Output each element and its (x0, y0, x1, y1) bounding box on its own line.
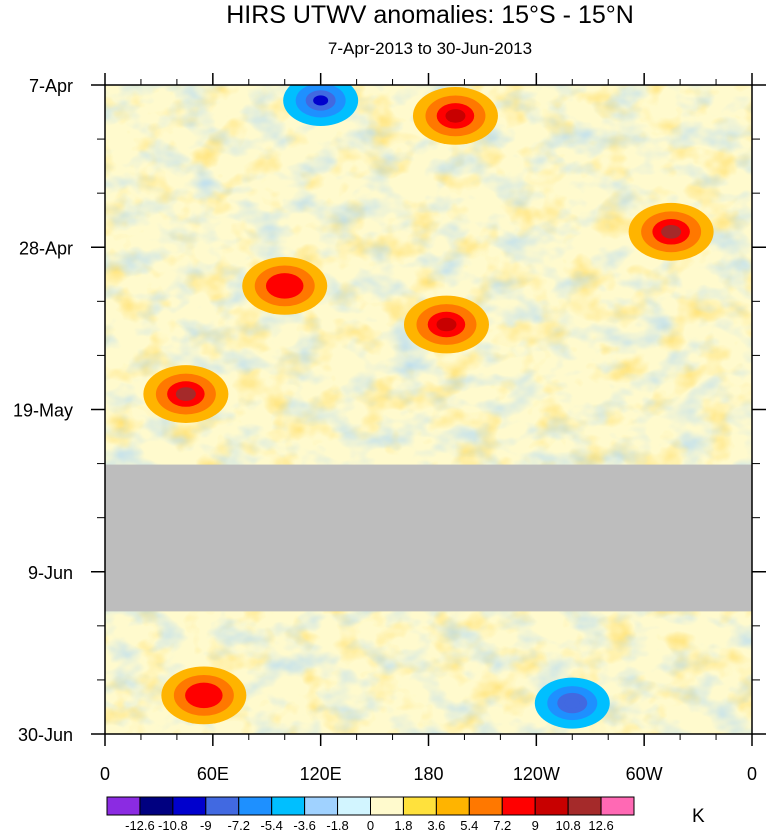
colorbar-label: 10.8 (555, 818, 580, 833)
anomaly-contour (564, 697, 580, 709)
anomaly-contour (436, 317, 457, 332)
chart-subtitle: 7-Apr-2013 to 30-Jun-2013 (327, 39, 533, 58)
missing-data-band (105, 464, 752, 612)
colorbar-label: -5.4 (260, 818, 282, 833)
chart-title: HIRS UTWV anomalies: 15°S - 15°N (226, 1, 634, 29)
colorbar-label: -10.8 (158, 818, 188, 833)
colorbar-swatch (370, 796, 404, 816)
y-tick-label: 28-Apr (19, 238, 73, 258)
anomaly-contour (193, 688, 214, 703)
anomaly-contour (661, 224, 682, 239)
anomaly-field (105, 85, 752, 734)
x-tick-label: 60E (197, 764, 229, 784)
colorbar-swatch (402, 796, 437, 816)
colorbar-swatch (172, 796, 207, 816)
y-tick-label: 30-Jun (18, 725, 73, 745)
colorbar-label: 5.4 (460, 818, 478, 833)
colorbar-swatch (534, 796, 569, 816)
y-tick-label: 7-Apr (29, 76, 73, 96)
colorbar-swatch (468, 796, 503, 816)
colorbar-swatch (205, 796, 240, 816)
colorbar-label: -3.6 (293, 818, 315, 833)
colorbar-label: 12.6 (588, 818, 613, 833)
colorbar-label: 0 (367, 818, 374, 833)
x-tick-label: 180 (413, 764, 443, 784)
x-tick-label: 0 (100, 764, 110, 784)
colorbar-label: 1.8 (394, 818, 412, 833)
colorbar-swatch (567, 796, 602, 816)
colorbar-unit: K (692, 806, 705, 827)
anomaly-contour (313, 95, 329, 106)
anomaly-contour (274, 279, 295, 293)
colorbar-label: 9 (532, 818, 539, 833)
colorbar-swatch (435, 796, 470, 816)
y-tick-label: 19-May (13, 401, 73, 421)
colorbar-swatch (600, 796, 635, 816)
x-tick-label: 60W (626, 764, 663, 784)
colorbar-swatch (238, 796, 273, 816)
colorbar-label: 3.6 (427, 818, 445, 833)
x-tick-label: 0 (747, 764, 757, 784)
colorbar-label: 7.2 (493, 818, 511, 833)
colorbar-swatch (337, 796, 371, 816)
colorbar-label: -1.8 (326, 818, 348, 833)
colorbar-swatch (139, 796, 174, 816)
plot-axes: 0 60E 120E 180 120W 60W 0 7-Apr 28-Apr 19-May 9-Ju… (13, 73, 766, 784)
colorbar-swatch (304, 796, 339, 816)
x-tick-label: 120E (300, 764, 342, 784)
x-tick-label: 120W (513, 764, 560, 784)
y-tick-label: 9-Jun (28, 563, 73, 583)
colorbar-label: -12.6 (125, 818, 155, 833)
colorbar-swatch (106, 796, 141, 816)
colorbar: -12.6 -10.8 -9 -7.2 -5.4 -3.6 -1.8 0 1.8 3.6 5.4 7.… (106, 796, 635, 833)
colorbar-swatch (501, 796, 536, 816)
colorbar-label: -9 (200, 818, 212, 833)
anomaly-contour (445, 109, 466, 123)
anomaly-contour (175, 387, 196, 401)
colorbar-label: -7.2 (228, 818, 250, 833)
colorbar-swatch (271, 796, 306, 816)
